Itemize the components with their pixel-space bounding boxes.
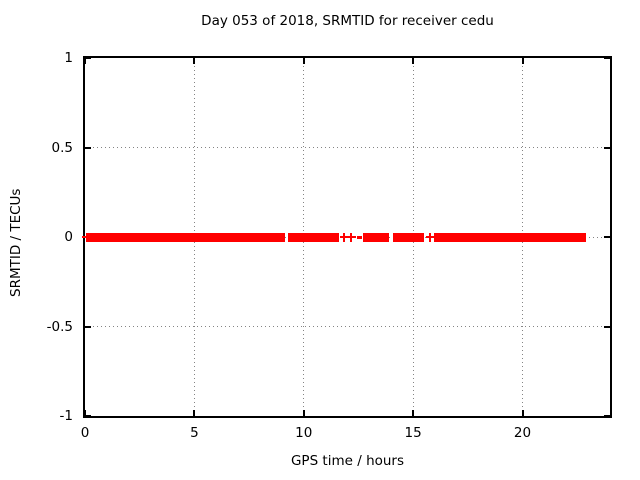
y-gridline — [85, 326, 610, 327]
data-segment-thin — [357, 235, 363, 239]
x-tick-label: 20 — [513, 425, 532, 441]
y-tick-label: -1 — [59, 408, 73, 424]
x-tick-mark — [521, 58, 524, 64]
y-tick-mark — [604, 236, 610, 238]
y-tick-mark — [604, 146, 610, 149]
x-tick-mark — [412, 410, 415, 416]
data-segment — [434, 232, 586, 242]
data-segment — [363, 232, 390, 242]
y-tick-mark — [85, 415, 91, 417]
x-tick-mark — [193, 410, 196, 416]
y-tick-label: 0 — [64, 229, 73, 245]
x-tick-mark — [302, 410, 305, 416]
y-tick-label: -0.5 — [46, 318, 73, 335]
data-point-marker — [339, 232, 349, 242]
plot-area: 0 5 10 15 20 1 0.5 0 -0.5 -1 — [47, 50, 612, 441]
x-tick-mark — [84, 410, 86, 416]
y-tick-label: 1 — [64, 50, 73, 66]
x-tick-label: 15 — [404, 425, 422, 441]
y-tick-label: 0.5 — [51, 139, 73, 156]
x-tick-mark — [302, 58, 305, 64]
y-tick-mark — [85, 325, 91, 328]
x-tick-label: 5 — [190, 425, 199, 441]
y-tick-mark — [85, 146, 91, 149]
data-segment — [393, 232, 425, 242]
chart-title: Day 053 of 2018, SRMTID for receiver ced… — [201, 13, 494, 29]
y-tick-mark — [604, 57, 610, 59]
x-tick-mark — [193, 58, 196, 64]
y-gridline — [85, 147, 610, 148]
data-point-marker — [425, 232, 435, 242]
x-tick-mark — [521, 410, 524, 416]
x-tick-label: 0 — [80, 425, 90, 441]
y-tick-mark — [604, 415, 610, 417]
data-segment — [287, 232, 339, 242]
x-tick-label: 10 — [295, 425, 313, 441]
y-tick-mark — [85, 57, 91, 59]
x-tick-mark — [84, 58, 86, 64]
data-point-marker — [82, 232, 92, 242]
x-tick-mark — [412, 58, 415, 64]
y-tick-mark — [604, 325, 610, 328]
x-axis-label: GPS time / hours — [290, 453, 405, 469]
data-point-marker — [346, 232, 356, 242]
data-segment — [86, 232, 285, 242]
